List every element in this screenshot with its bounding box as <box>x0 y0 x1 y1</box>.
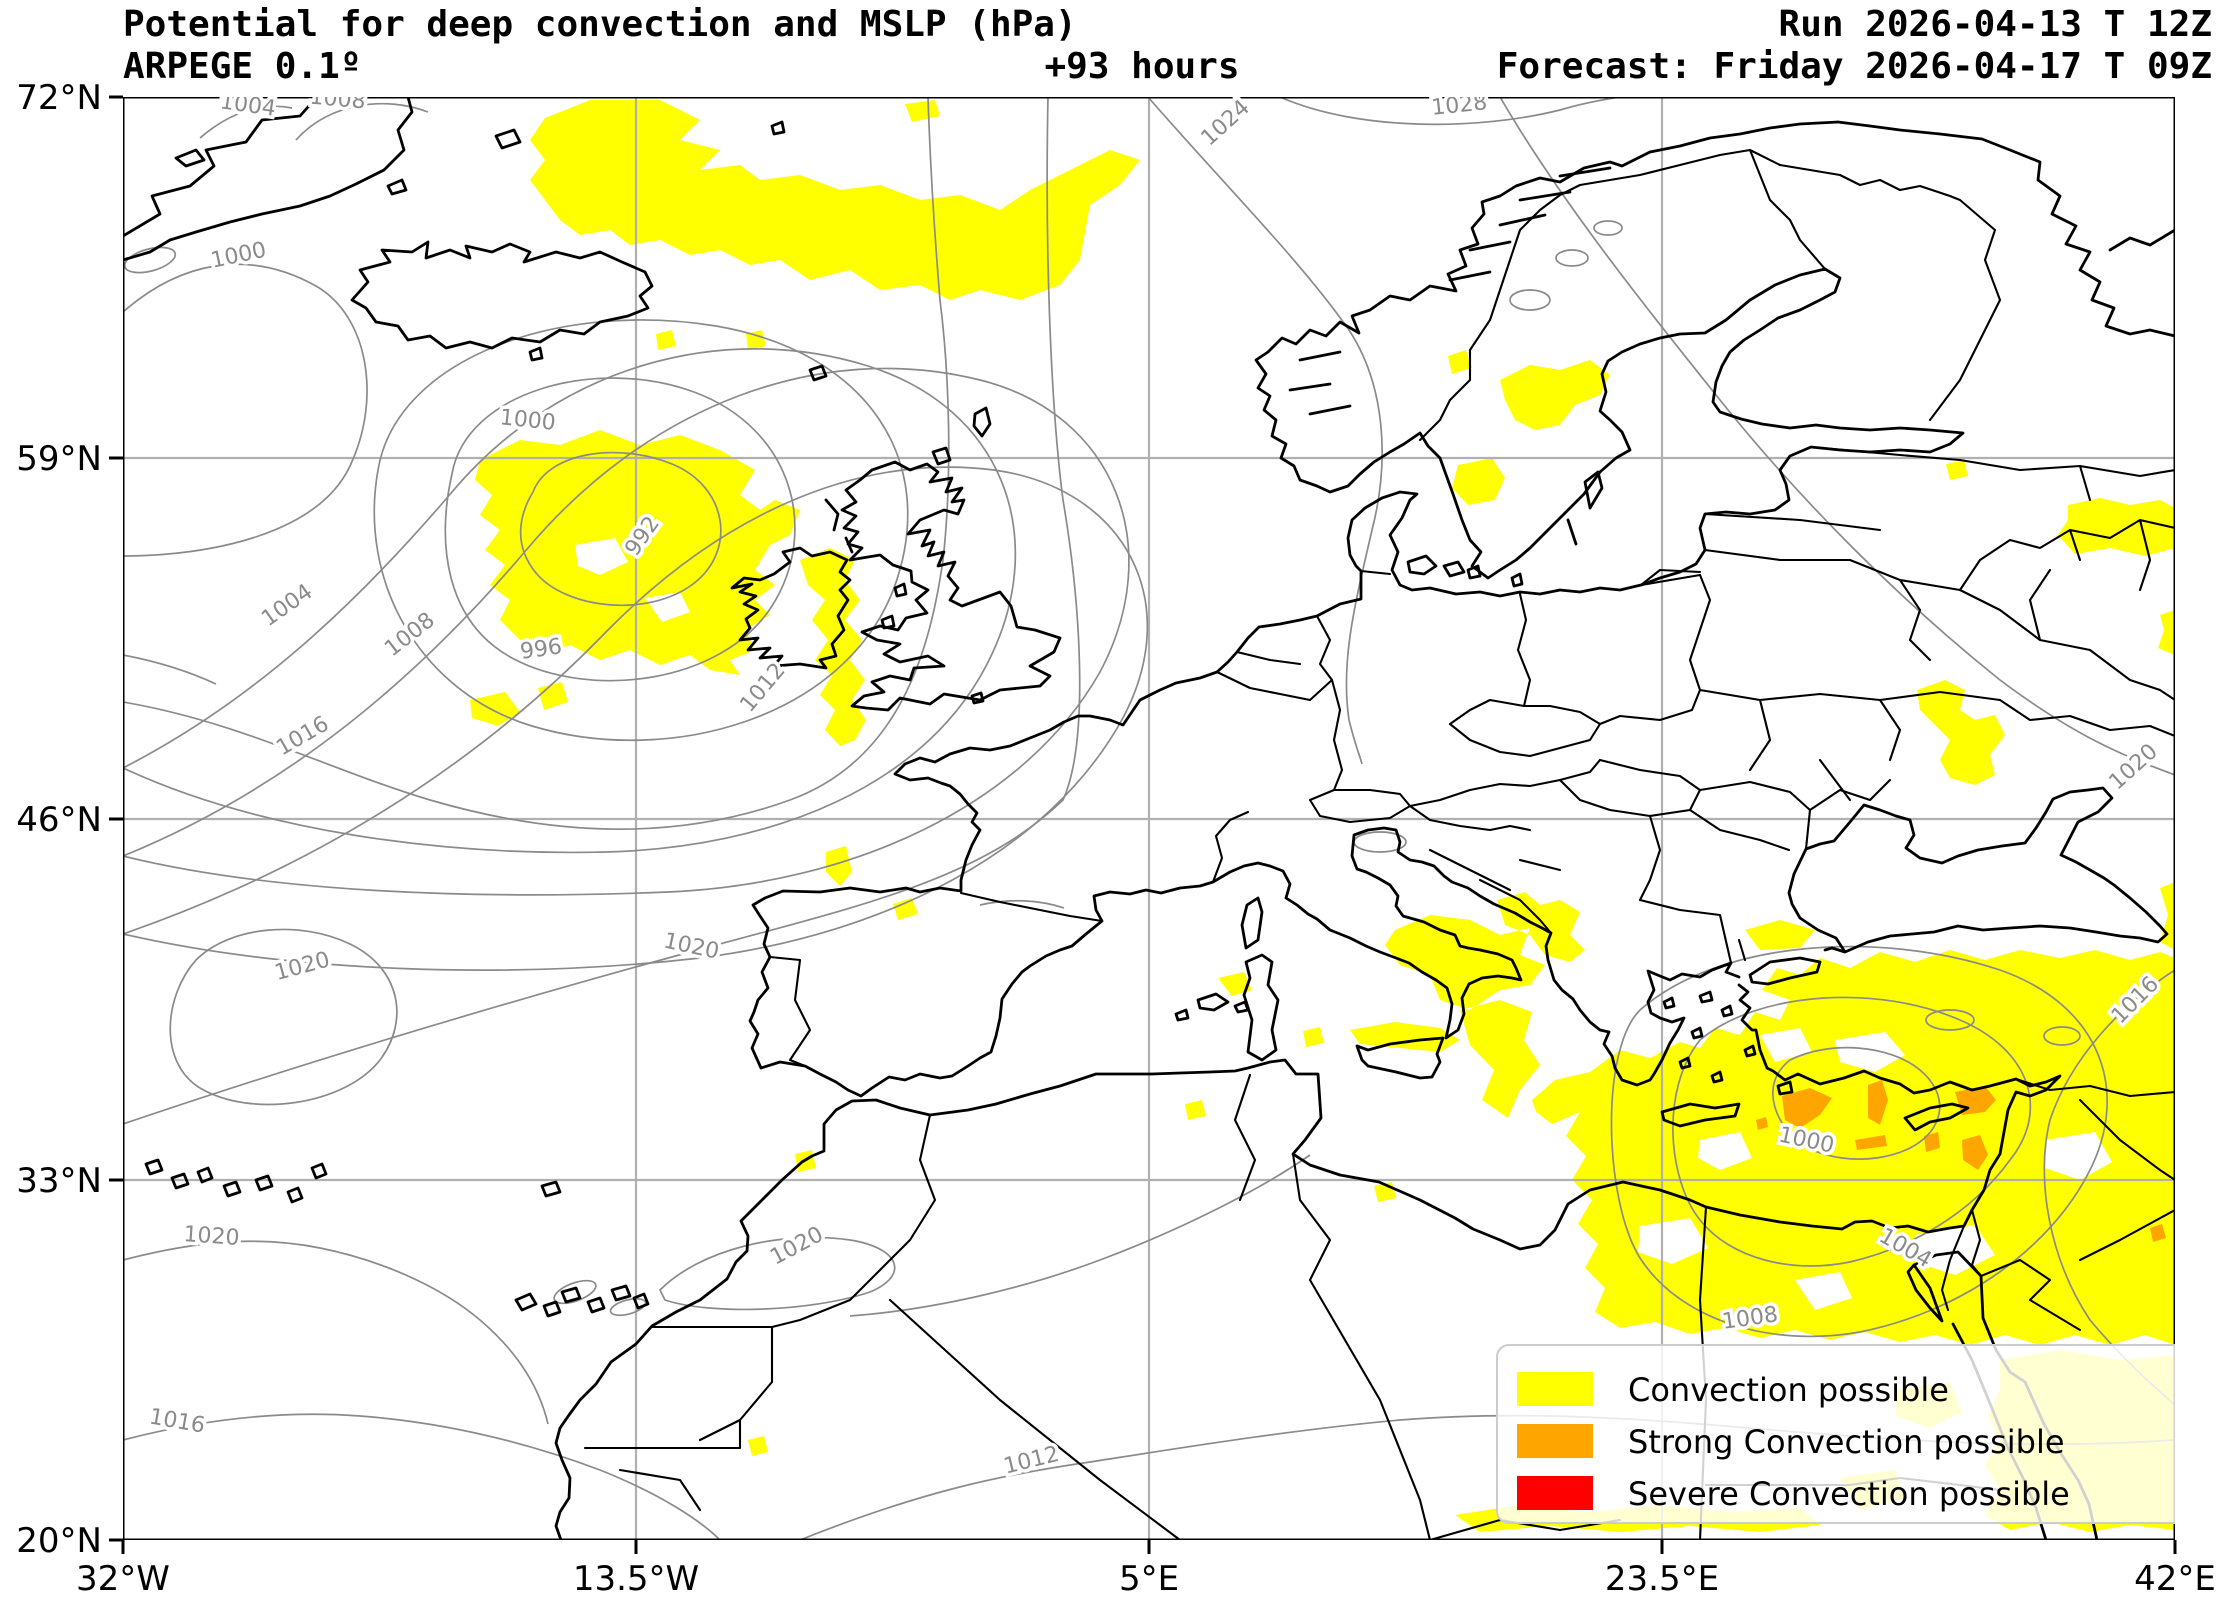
isobar-label: 1004 <box>218 89 277 122</box>
isobar-label: 1000 <box>209 238 269 274</box>
coastlines <box>123 97 2175 1540</box>
axis-ticks: 32°W 13.5°W 5°E 23.5°E 42°E 72°N 59°N 46°N 33°N 2… <box>16 78 2216 1599</box>
legend-swatch-1 <box>1517 1424 1593 1458</box>
isobar-label: 1012 <box>735 658 790 717</box>
isobar-label: 1028 <box>1430 90 1488 121</box>
x-tick-label: 13.5°W <box>573 1559 699 1599</box>
map-legend: Convection possible Strong Convection pos… <box>1496 1344 2175 1524</box>
legend-swatch-0 <box>1517 1372 1593 1406</box>
model-label: ARPEGE 0.1º <box>123 46 361 87</box>
legend-label: Convection possible <box>1628 1371 1949 1409</box>
header: Potential for deep convection and MSLP (… <box>123 4 2212 87</box>
x-tick-label: 23.5°E <box>1605 1559 1719 1599</box>
isobar-label: 1020 <box>661 929 721 965</box>
x-tick-label: 5°E <box>1119 1559 1179 1599</box>
y-tick-label: 59°N <box>16 439 102 479</box>
isobar-label: 1016 <box>272 712 333 762</box>
legend-swatch-2 <box>1517 1476 1593 1510</box>
y-tick-label: 46°N <box>16 800 102 840</box>
page-title: Potential for deep convection and MSLP (… <box>123 4 1077 45</box>
x-tick-label: 42°E <box>2134 1559 2216 1599</box>
isobar-label: 996 <box>519 634 564 665</box>
forecast-label: Forecast: Friday 2026-04-17 T 09Z <box>1497 46 2212 87</box>
y-tick-label: 33°N <box>16 1161 102 1201</box>
isobar-label: 1020 <box>183 1222 241 1251</box>
isobar-label: 1008 <box>380 608 440 662</box>
y-tick-label: 20°N <box>16 1521 102 1561</box>
legend-label: Severe Convection possible <box>1628 1475 2070 1513</box>
isobar-label: 1004 <box>257 579 317 632</box>
x-tick-label: 32°W <box>76 1559 170 1599</box>
lead-time-label: +93 hours <box>1044 46 1239 87</box>
isobar-label: 1000 <box>499 405 557 436</box>
isobar-label: 1020 <box>272 947 333 986</box>
isobar-label: 1008 <box>309 85 367 115</box>
run-label: Run 2026-04-13 T 12Z <box>1779 4 2212 45</box>
strong-convection-areas <box>1756 1080 2166 1242</box>
legend-label: Strong Convection possible <box>1628 1423 2065 1461</box>
isobar-label: 1012 <box>1001 1442 1061 1480</box>
y-tick-label: 72°N <box>16 78 102 118</box>
isobar-label: 1020 <box>766 1222 827 1270</box>
legend-box <box>1496 1344 2175 1524</box>
isobar-label: 1024 <box>1196 95 1254 151</box>
country-borders <box>583 148 2175 1540</box>
isobar-label: 1016 <box>147 1404 206 1438</box>
